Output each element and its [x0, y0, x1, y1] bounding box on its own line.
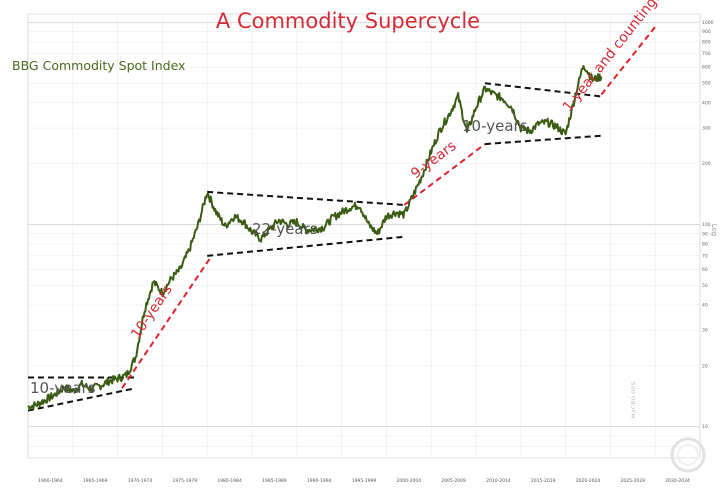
y-tick-label: 500	[702, 81, 711, 87]
y-tick-label: 10	[702, 424, 708, 430]
y-tick-label: 600	[702, 65, 711, 71]
y-tick-label: 400	[702, 100, 711, 106]
x-tick-label: 1980-1984	[217, 478, 242, 484]
x-tick-label: 1975-1979	[173, 478, 198, 484]
x-axis: 1960-1964 1965-1969 1970-1974 1975-1979 1980…	[38, 478, 690, 484]
x-tick-label: 1960-1964	[38, 478, 63, 484]
x-tick-label: 2000-2004	[397, 478, 422, 484]
y-axis-label: Log	[710, 224, 718, 237]
y-tick-label: 1000	[702, 20, 714, 26]
y-tick-label: 20	[702, 363, 708, 369]
y-tick-label: 900	[702, 29, 711, 35]
grid	[27, 13, 701, 459]
x-tick-label: 1965-1969	[83, 478, 108, 484]
y-tick-label: 800	[702, 39, 711, 45]
consolidation-label: 22-years	[252, 220, 318, 238]
chart-title: A Commodity Supercycle	[216, 9, 480, 33]
consolidation-lower-line	[207, 235, 405, 257]
plot-frame	[27, 13, 701, 459]
y-tick-label: 60	[702, 267, 708, 273]
consolidation-label: 10-years	[30, 379, 96, 397]
y-tick-label: 50	[702, 283, 708, 289]
watermark-text: MACRO OPS	[631, 381, 637, 418]
x-tick-label: 2020-2024	[576, 478, 601, 484]
y-tick-label: 300	[702, 126, 711, 132]
y-axis: 1000 900 800 700 600 500 400 300 200 100 90 80 70 60 5…	[702, 20, 714, 430]
advance-line	[600, 26, 656, 96]
x-tick-label: 2005-2009	[441, 478, 466, 484]
x-tick-label: 1970-1974	[128, 478, 153, 484]
x-tick-label: 1990-1994	[307, 478, 332, 484]
consolidation-upper-line	[207, 190, 405, 206]
advance-line	[403, 143, 486, 206]
series	[27, 65, 603, 411]
x-tick-label: 2025-2029	[621, 478, 646, 484]
consolidation-lower-line	[27, 387, 136, 412]
x-tick-label: 2015-2019	[531, 478, 556, 484]
consolidation-label: 10-years	[462, 117, 528, 135]
y-tick-label: 700	[702, 51, 711, 57]
y-tick-label: 70	[702, 253, 708, 259]
advance-line	[121, 255, 213, 389]
x-tick-label: 1995-1999	[352, 478, 377, 484]
y-tick-label: 90	[702, 231, 708, 237]
y-tick-label: 30	[702, 328, 708, 334]
y-tick-label: 80	[702, 242, 708, 248]
chart-subtitle: BBG Commodity Spot Index	[12, 58, 185, 73]
y-tick-label: 200	[702, 161, 711, 167]
series-line	[27, 65, 603, 411]
y-tick-label: 100	[702, 222, 711, 228]
trend-lines	[27, 26, 656, 412]
x-tick-label: 2010-2014	[486, 478, 511, 484]
x-tick-label: 1985-1989	[262, 478, 287, 484]
x-tick-label: 2030-2034	[665, 478, 690, 484]
macro-ops-logo: MACRO OPS	[631, 381, 706, 473]
y-tick-label: 40	[702, 302, 708, 308]
